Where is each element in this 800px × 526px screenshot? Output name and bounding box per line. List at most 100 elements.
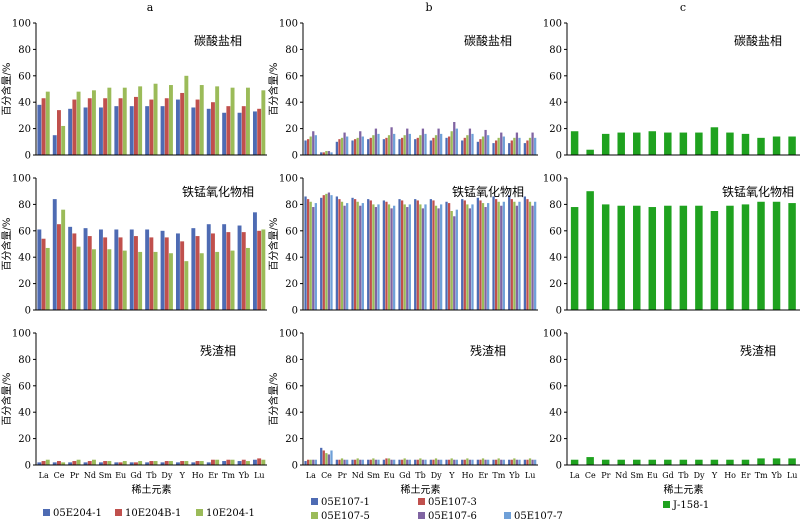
bar-10E204-1-Nd [92,249,96,310]
bar-05E107-3-Lu [526,199,529,310]
bar-10E204-1-Gd [138,86,143,155]
bar-10E204-1-Pr [76,459,81,465]
bar-05E107-1-Ho [461,140,464,155]
bar-05E107-1-Er [476,141,480,155]
bar-05E107-6-Sm [374,207,378,310]
bar-05E107-3-Dy [432,137,435,155]
bar-J-158-1-Ce [586,149,594,155]
bar-J-158-1-La [570,459,579,465]
legend-item-b-1: 05E107-3 [418,497,477,508]
bar-05E204-1-Eu [114,462,119,465]
y-tick-label: 60 [285,381,298,392]
bar-10E204B-1-Pr [72,233,77,310]
bar-05E107-5-Nd [356,201,359,310]
bar-05E107-5-Tb [419,135,422,155]
legend-item-a-0: 05E204-1 [43,508,102,519]
bar-05E107-1-Tb [414,139,417,155]
bar-05E107-6-Er [484,459,487,465]
bar-05E107-3-Yb [510,140,513,155]
y-tick-label: 100 [279,19,298,30]
bar-05E107-3-Dy [432,459,435,465]
x-tick-label-Dy: Dy [431,471,442,480]
bar-05E107-5-Lu [528,201,532,310]
bar-05E107-7-Dy [440,133,443,155]
bar-05E107-1-Dy [429,459,433,465]
bar-10E204B-1-Tm [226,106,231,155]
bar-05E107-3-Yb [510,459,513,465]
y-tick-label: 80 [549,45,562,56]
bar-05E107-7-Y [455,128,458,155]
y-tick-label: 100 [543,19,562,30]
bar-05E107-6-Yb [515,459,519,465]
x-tick-label-Sm: Sm [630,471,643,480]
bar-05E204-1-Tb [145,229,150,310]
legend-label: 05E107-6 [428,511,477,522]
x-tick-label-Tb: Tb [146,471,156,480]
bar-05E204-1-Nd [83,462,88,465]
bar-05E107-1-Eu [382,139,386,155]
y-tick-label: 60 [285,71,298,82]
bar-05E107-5-La [309,459,312,465]
bar-05E204-1-Er [206,224,211,310]
bar-05E204-1-Dy [160,106,165,155]
x-tick-label-Ho: Ho [462,471,474,480]
legend-swatch [663,501,670,508]
column-label-b: b [425,1,432,14]
bar-10E204-1-Gd [138,251,143,310]
bar-05E107-7-La [314,135,317,155]
bar-10E204-1-Nd [92,90,96,155]
y-tick-label: 20 [18,434,31,445]
phase-title: 残渣相 [200,344,236,358]
bar-05E107-6-Y [453,459,456,465]
bar-05E107-3-Pr [338,459,341,465]
bar-05E107-1-Dy [429,199,433,310]
bar-10E204B-1-Ce [57,224,61,310]
bar-10E204B-1-Lu [257,458,262,465]
x-axis-title: 稀土元素 [664,483,704,496]
bar-05E107-3-Tb [416,200,419,310]
bar-J-158-1-Ho [726,132,734,155]
bar-10E204B-1-Er [211,459,215,465]
bar-10E204-1-La [45,247,50,310]
y-axis-label: 百分含量/% [267,63,280,116]
bar-05E107-3-Tm [494,199,498,310]
bar-J-158-1-Lu [788,136,796,155]
bar-05E107-1-Yb [508,143,511,155]
bar-10E204B-1-Tb [149,237,154,310]
bar-05E107-6-Ho [468,459,472,465]
bar-05E107-6-Tm [500,132,503,155]
bar-05E107-3-Tm [494,459,498,465]
legend-label: J-158-1 [672,500,709,511]
bar-05E107-6-Ce [327,454,331,465]
legend-item-a-1: 10E204B-1 [115,508,181,519]
bar-05E107-6-Pr [343,132,346,155]
x-tick-label-Yb: Yb [238,471,249,480]
bar-10E204-1-Sm [107,461,112,465]
y-tick-label: 40 [549,98,562,109]
bar-05E107-5-Er [481,203,485,310]
bar-05E204-1-Ce [52,135,57,155]
bar-10E204B-1-Tm [226,232,231,310]
bar-05E107-7-Eu [393,133,396,155]
bar-05E204-1-Lu [252,459,257,465]
bar-05E107-5-Eu [387,458,391,465]
bar-05E107-7-Nd [361,136,364,155]
bar-05E107-7-Pr [346,136,349,155]
bar-05E107-3-Lu [526,459,529,465]
bar-05E107-1-Pr [335,196,339,310]
bar-05E107-7-Ho [471,204,474,310]
bar-05E107-7-Tb [424,459,427,465]
bar-05E107-5-Nd [356,458,359,465]
bar-05E107-1-Nd [351,197,354,310]
x-tick-label-Er: Er [741,471,751,480]
bar-05E107-7-Pr [346,459,349,465]
y-tick-label: 100 [279,174,298,185]
bar-05E204-1-Nd [83,107,88,155]
bar-10E204B-1-Er [211,102,215,155]
bar-10E204B-1-Dy [164,461,169,465]
bar-05E107-1-Eu [382,459,386,465]
x-tick-label-Eu: Eu [115,471,126,480]
bar-05E107-7-Er [487,135,490,155]
bar-10E204-1-Ce [61,209,66,310]
